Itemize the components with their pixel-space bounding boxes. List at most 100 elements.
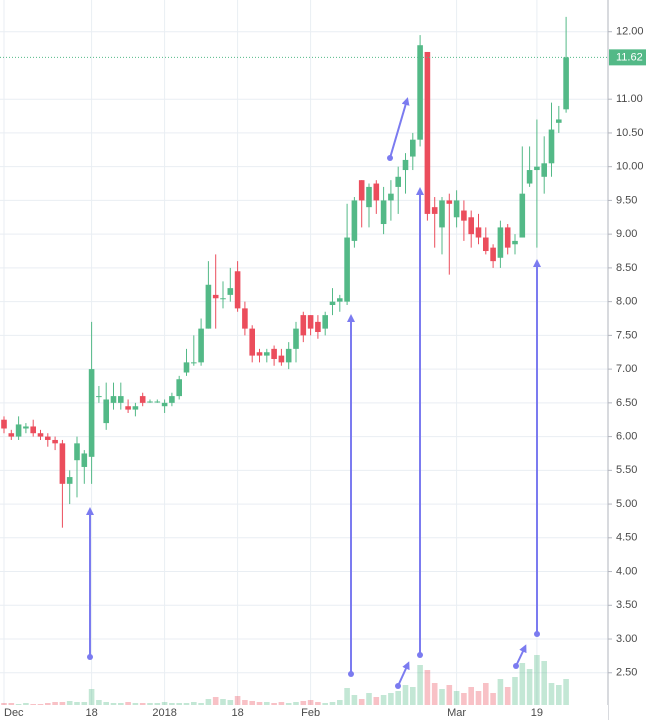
- y-tick-label: 9.00: [616, 228, 637, 240]
- x-tick-label: 2018: [152, 707, 176, 719]
- candle-body: [417, 45, 423, 140]
- candle-body: [66, 477, 73, 484]
- x-tick-label: 19: [531, 707, 543, 719]
- volume-bar: [512, 677, 518, 705]
- volume-bar: [483, 683, 489, 705]
- volume-bar: [103, 702, 109, 705]
- volume-bar: [307, 700, 314, 705]
- arrow-dot: [348, 671, 354, 677]
- y-tick-label: 3.50: [616, 599, 637, 611]
- candle-body: [15, 424, 22, 437]
- candle-body: [96, 396, 102, 398]
- volume-bar: [344, 688, 350, 705]
- volume-bar: [96, 700, 102, 705]
- volume-bar: [337, 700, 343, 705]
- candle-body: [388, 193, 394, 201]
- candle-body: [534, 166, 540, 171]
- volume-bar: [395, 691, 401, 705]
- candle-body: [468, 217, 474, 235]
- candle-body: [307, 315, 314, 329]
- candle-body: [23, 426, 29, 429]
- arrow: [397, 661, 410, 687]
- arrow-dot: [87, 654, 93, 660]
- candle-body: [526, 170, 533, 184]
- volume-bar: [88, 689, 95, 705]
- y-tick-label: 8.00: [616, 296, 637, 308]
- x-tick-label: 18: [231, 707, 243, 719]
- candle-body: [556, 119, 562, 123]
- volume-bar: [1, 703, 7, 705]
- volume-bar: [424, 670, 431, 705]
- candle-body: [132, 406, 139, 410]
- candle-body: [30, 426, 36, 434]
- volume-bar: [45, 703, 51, 705]
- volume-bar: [37, 704, 44, 705]
- y-tick-label: 5.50: [616, 464, 637, 476]
- candle-body: [118, 396, 124, 403]
- candle-body: [512, 240, 518, 245]
- volume-bar: [15, 704, 22, 705]
- arrow-dot: [534, 631, 540, 637]
- candle-body: [249, 328, 255, 356]
- y-tick-label: 7.00: [616, 363, 637, 375]
- y-tick-label: 2.50: [616, 667, 637, 679]
- volume-bar: [132, 703, 139, 705]
- candle-body: [453, 200, 460, 218]
- volume-bar: [358, 699, 365, 705]
- candle-body: [161, 402, 168, 407]
- candle-body: [198, 328, 204, 363]
- candle-body: [329, 301, 336, 306]
- volume-bar: [563, 679, 569, 705]
- volume-bar: [242, 700, 248, 705]
- volume-bar: [468, 687, 474, 705]
- volume-bar: [534, 655, 540, 705]
- volume-bar: [30, 704, 36, 705]
- axes: 2.50 3.00 3.50 4.00 4.50 5.00 5.50 6.00 6.50 7.00…: [4, 26, 646, 719]
- candle-body: [373, 183, 380, 201]
- candle-body: [424, 51, 431, 214]
- volume-bar: [227, 700, 234, 705]
- volume-bar: [118, 703, 124, 705]
- volume-bar: [453, 691, 460, 705]
- candle-body: [351, 200, 358, 241]
- candle-body: [125, 406, 131, 410]
- candle-body: [439, 200, 445, 228]
- candle-body: [176, 379, 182, 397]
- volume-bar: [417, 665, 423, 705]
- candle-body: [45, 436, 51, 440]
- y-tick-label: 8.50: [616, 262, 637, 274]
- x-tick-label: Mar: [447, 707, 466, 719]
- annotations: [86, 97, 541, 689]
- volume-bar: [161, 702, 168, 705]
- y-tick-label: 4.50: [616, 532, 637, 544]
- volume-bar: [256, 702, 263, 705]
- y-tick-label: 11.00: [616, 93, 643, 105]
- candle-body: [504, 227, 511, 248]
- volume-bar: [191, 702, 197, 705]
- candle-body: [147, 401, 153, 403]
- y-tick-label: 6.50: [616, 397, 637, 409]
- volume-bar: [249, 701, 255, 705]
- candle-body: [220, 298, 226, 300]
- volume-bar: [315, 702, 321, 705]
- candle-body: [402, 159, 409, 171]
- volume-bar: [526, 669, 533, 705]
- volume-bar: [388, 693, 394, 705]
- price-axis: [608, 0, 647, 720]
- y-tick-label: 10.00: [616, 161, 644, 173]
- volume-bar: [198, 703, 204, 705]
- y-tick-label: 7.50: [616, 329, 637, 341]
- arrow-dot: [395, 683, 401, 689]
- time-axis: [0, 705, 608, 720]
- volume-bar: [205, 699, 212, 705]
- volume-bar: [504, 687, 511, 705]
- candle-body: [169, 396, 175, 403]
- y-tick-label: 12.00: [616, 26, 644, 38]
- volume-bar: [329, 702, 336, 705]
- candle-body: [8, 433, 15, 437]
- volume-bar: [183, 703, 190, 705]
- candle-body: [278, 355, 285, 363]
- arrow-dot: [387, 155, 393, 161]
- candle-body: [483, 237, 489, 252]
- volume-bar: [81, 702, 88, 705]
